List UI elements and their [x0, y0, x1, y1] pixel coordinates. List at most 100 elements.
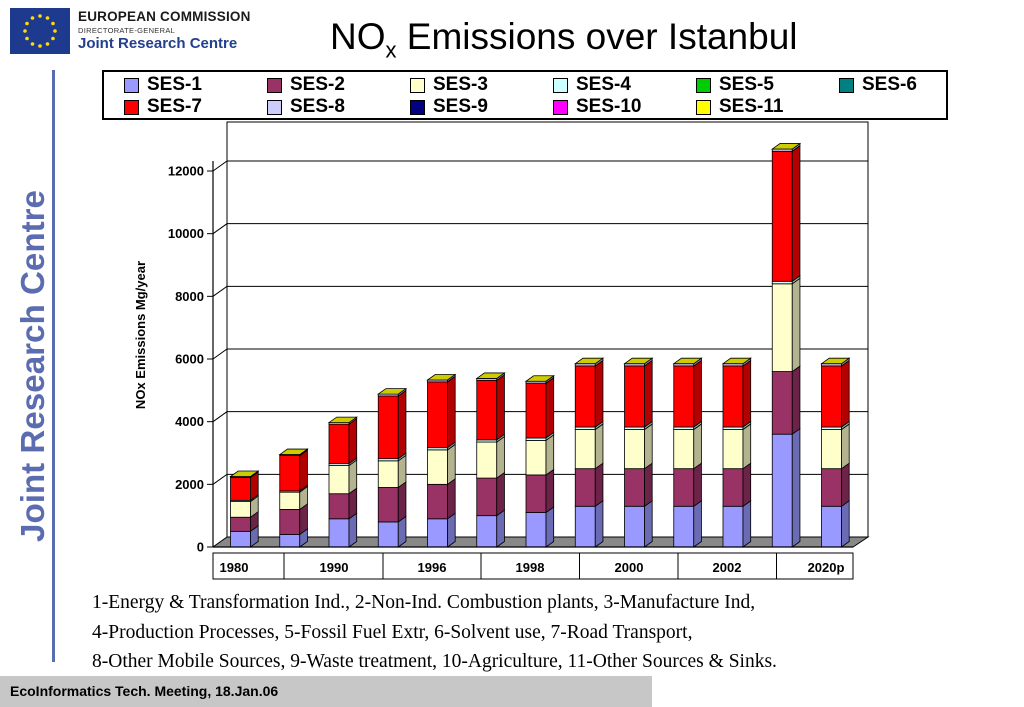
- bar-1990-ses-2: [328, 493, 350, 520]
- legend-item-ses-7: SES-7: [124, 96, 202, 117]
- legend-item-ses-8: SES-8: [267, 96, 345, 117]
- bar-top: [623, 357, 654, 365]
- bar-1980-ses-2: [230, 516, 251, 532]
- bar-2002-ses-1: [722, 505, 744, 548]
- bar-2000-ses-7: [624, 365, 645, 428]
- bar-side: [791, 365, 801, 435]
- bar-2001-ses-1: [673, 505, 695, 548]
- bar-side: [496, 435, 505, 479]
- legend-swatch: [553, 77, 568, 93]
- chart-title: NOx Emissions over Istanbul: [330, 16, 798, 63]
- bar-side: [693, 462, 702, 508]
- legend-swatch: [124, 77, 139, 93]
- bar-side: [447, 375, 456, 449]
- legend-item-ses-1: SES-1: [124, 74, 202, 95]
- legend-label: SES-8: [290, 96, 345, 117]
- caption-line-3: 8-Other Mobile Sources, 9-Waste treatmen…: [92, 651, 777, 672]
- bar-side: [447, 478, 456, 520]
- bar-side: [545, 506, 555, 548]
- bar-side: [644, 423, 653, 470]
- bar-1998-ses-7: [525, 382, 547, 439]
- bar-1995-ses-2: [377, 487, 399, 523]
- x-tick-label: 2020p: [808, 560, 845, 575]
- bar-2010-ses-3: [771, 283, 793, 372]
- y-tick-label: 2000: [175, 477, 204, 492]
- legend-swatch: [267, 99, 282, 115]
- bar-side: [545, 434, 555, 476]
- bar-top: [327, 416, 358, 424]
- legend-label: SES-9: [433, 96, 488, 117]
- bar-side: [841, 462, 850, 508]
- bar-top: [771, 143, 802, 150]
- x-tick-label: 1998: [516, 560, 545, 575]
- legend-item-ses-11: SES-11: [696, 96, 784, 117]
- x-tick-label: 2000: [615, 560, 644, 575]
- bar-side: [397, 481, 407, 523]
- legend-label: SES-11: [719, 96, 784, 117]
- bar-2020p-ses-3: [821, 429, 842, 470]
- bar-side: [644, 359, 653, 428]
- legend-item-ses-3: SES-3: [410, 74, 488, 95]
- bar-side: [299, 449, 308, 492]
- legend-item-ses-10: SES-10: [553, 96, 641, 117]
- bar-side: [594, 462, 604, 508]
- y-tick-label: 8000: [175, 289, 204, 304]
- y-tick-label: 6000: [175, 352, 204, 367]
- bar-side: [348, 417, 358, 465]
- bar-1999-ses-7: [574, 365, 596, 428]
- bar-side: [447, 443, 456, 486]
- bar-2020p-ses-1: [821, 505, 842, 548]
- bar-1997-ses-3: [476, 441, 498, 479]
- bar-side: [841, 499, 850, 548]
- bar-1998-ses-2: [525, 474, 547, 513]
- bar-1995-ses-7: [377, 395, 399, 460]
- bar-2002-ses-3: [722, 429, 744, 470]
- bar-side: [594, 423, 604, 470]
- footer-text: EcoInformatics Tech. Meeting, 18.Jan.06: [10, 683, 279, 699]
- bar-1996-ses-3: [427, 449, 448, 485]
- bar-side: [742, 423, 752, 470]
- gridline: [212, 223, 868, 235]
- bar-1997-ses-1: [476, 515, 498, 548]
- y-tick-label: 12000: [168, 164, 204, 179]
- side-label: Joint Research Centre: [14, 190, 50, 542]
- legend-swatch: [696, 77, 711, 93]
- bar-2002-ses-2: [722, 468, 744, 507]
- bar-2020p-ses-7: [821, 365, 842, 428]
- legend-item-ses-2: SES-2: [267, 74, 345, 95]
- bar-2010-ses-2: [771, 371, 793, 435]
- bar-2000-ses-3: [624, 429, 645, 470]
- legend-item-ses-9: SES-9: [410, 96, 488, 117]
- legend-label: SES-7: [147, 96, 202, 117]
- y-tick-label: 4000: [175, 414, 204, 429]
- bar-2000-ses-2: [624, 468, 645, 507]
- x-tick-label: 1996: [418, 560, 447, 575]
- bar-1996-ses-7: [427, 381, 448, 449]
- y-tick-label: 0: [197, 540, 204, 555]
- footer-bar: EcoInformatics Tech. Meeting, 18.Jan.06: [0, 676, 652, 707]
- bar-top: [426, 374, 457, 381]
- bar-2002-ses-7: [722, 365, 744, 428]
- bar-top: [574, 357, 605, 365]
- bar-side: [397, 389, 407, 460]
- bar-side: [496, 374, 505, 441]
- org-directorate: DIRECTORATE-GENERAL: [78, 26, 176, 35]
- bar-1999-ses-1: [574, 505, 596, 548]
- bar-top: [672, 357, 703, 365]
- x-tick-label: 1990: [320, 560, 349, 575]
- bar-1990-ses-1: [328, 518, 350, 548]
- bar-side: [791, 277, 801, 373]
- bar-2010-ses-7: [771, 150, 793, 282]
- caption-line-2: 4-Production Processes, 5-Fossil Fuel Ex…: [92, 621, 693, 643]
- legend-item-ses-5: SES-5: [696, 74, 774, 95]
- legend-item-ses-4: SES-4: [553, 74, 631, 95]
- bar-1999-ses-2: [574, 468, 596, 507]
- bar-side: [742, 462, 752, 508]
- legend-swatch: [839, 77, 854, 93]
- bar-1997-ses-2: [476, 477, 498, 517]
- gridline: [212, 348, 868, 360]
- chart-legend: SES-1 SES-2 SES-3 SES-4 SES-5 SES-6 SES-7 SES-8…: [102, 70, 948, 120]
- legend-label: SES-2: [290, 74, 345, 95]
- x-tick-label: 1980: [220, 560, 249, 575]
